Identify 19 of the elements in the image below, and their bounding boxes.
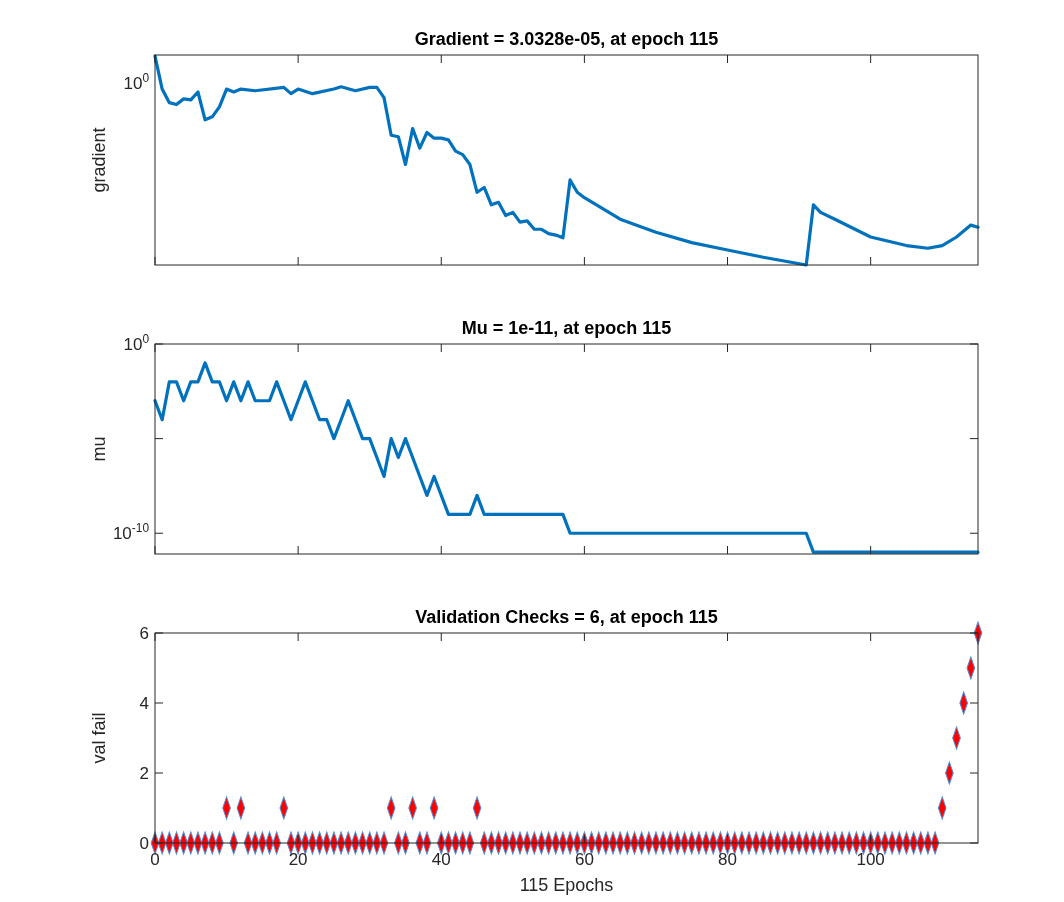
x-axis-title: 115 Epochs [519, 875, 614, 895]
x-tick-label: 20 [288, 850, 308, 869]
chart-title: Mu = 1e-11, at epoch 115 [461, 318, 672, 338]
y-axis-title: gradient [89, 127, 109, 193]
y-tick-label: 0 [139, 834, 149, 853]
y-axis-title: mu [89, 436, 109, 462]
y-tick-label: 10$^{-10}$ [112, 521, 150, 544]
line-series [153, 361, 980, 554]
x-tick-label: 100 [856, 850, 885, 869]
x-tick-label: 40 [431, 850, 451, 869]
y-axis-title: val fail [89, 712, 109, 764]
chart-title: Validation Checks = 6, at epoch 115 [415, 607, 718, 627]
x-tick-label: 60 [574, 850, 594, 869]
chart-title: Gradient = 3.0328e-05, at epoch 115 [414, 29, 719, 49]
y-tick-label: 10$^{0}$ [123, 332, 150, 354]
y-tick-label: 6 [139, 624, 149, 643]
y-tick-label: 2 [139, 764, 149, 783]
x-tick-label: 80 [718, 850, 737, 869]
y-tick-label: 4 [139, 694, 149, 713]
